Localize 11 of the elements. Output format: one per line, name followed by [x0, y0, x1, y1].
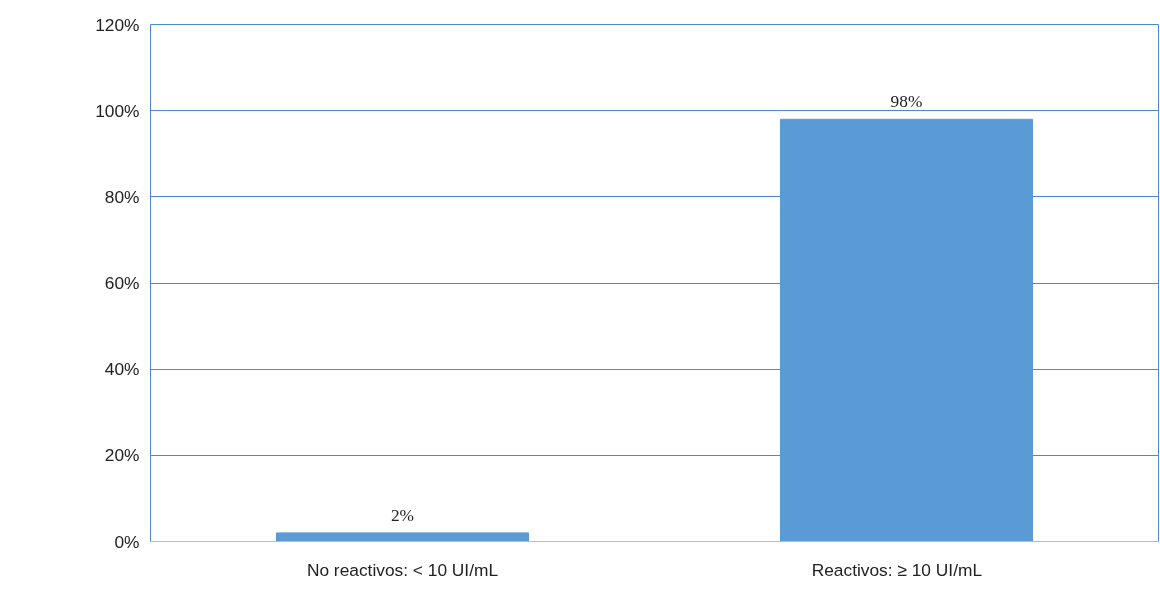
y-tick-label: 0%: [114, 531, 140, 552]
x-tick-label: Reactivos: ≥ 10 UI/mL: [811, 559, 983, 580]
y-tick-label: 80%: [104, 186, 140, 207]
data-label: 98%: [890, 92, 923, 112]
y-tick-label: 40%: [104, 359, 140, 380]
data-label: 2%: [390, 505, 415, 525]
y-tick-label: 60%: [104, 273, 140, 293]
y-tick-label: 20%: [104, 445, 140, 466]
x-tick-label: No reactivos: < 10 UI/mL: [306, 559, 499, 580]
y-tick-label: 100%: [95, 100, 140, 121]
y-tick-label: 120%: [95, 14, 140, 35]
